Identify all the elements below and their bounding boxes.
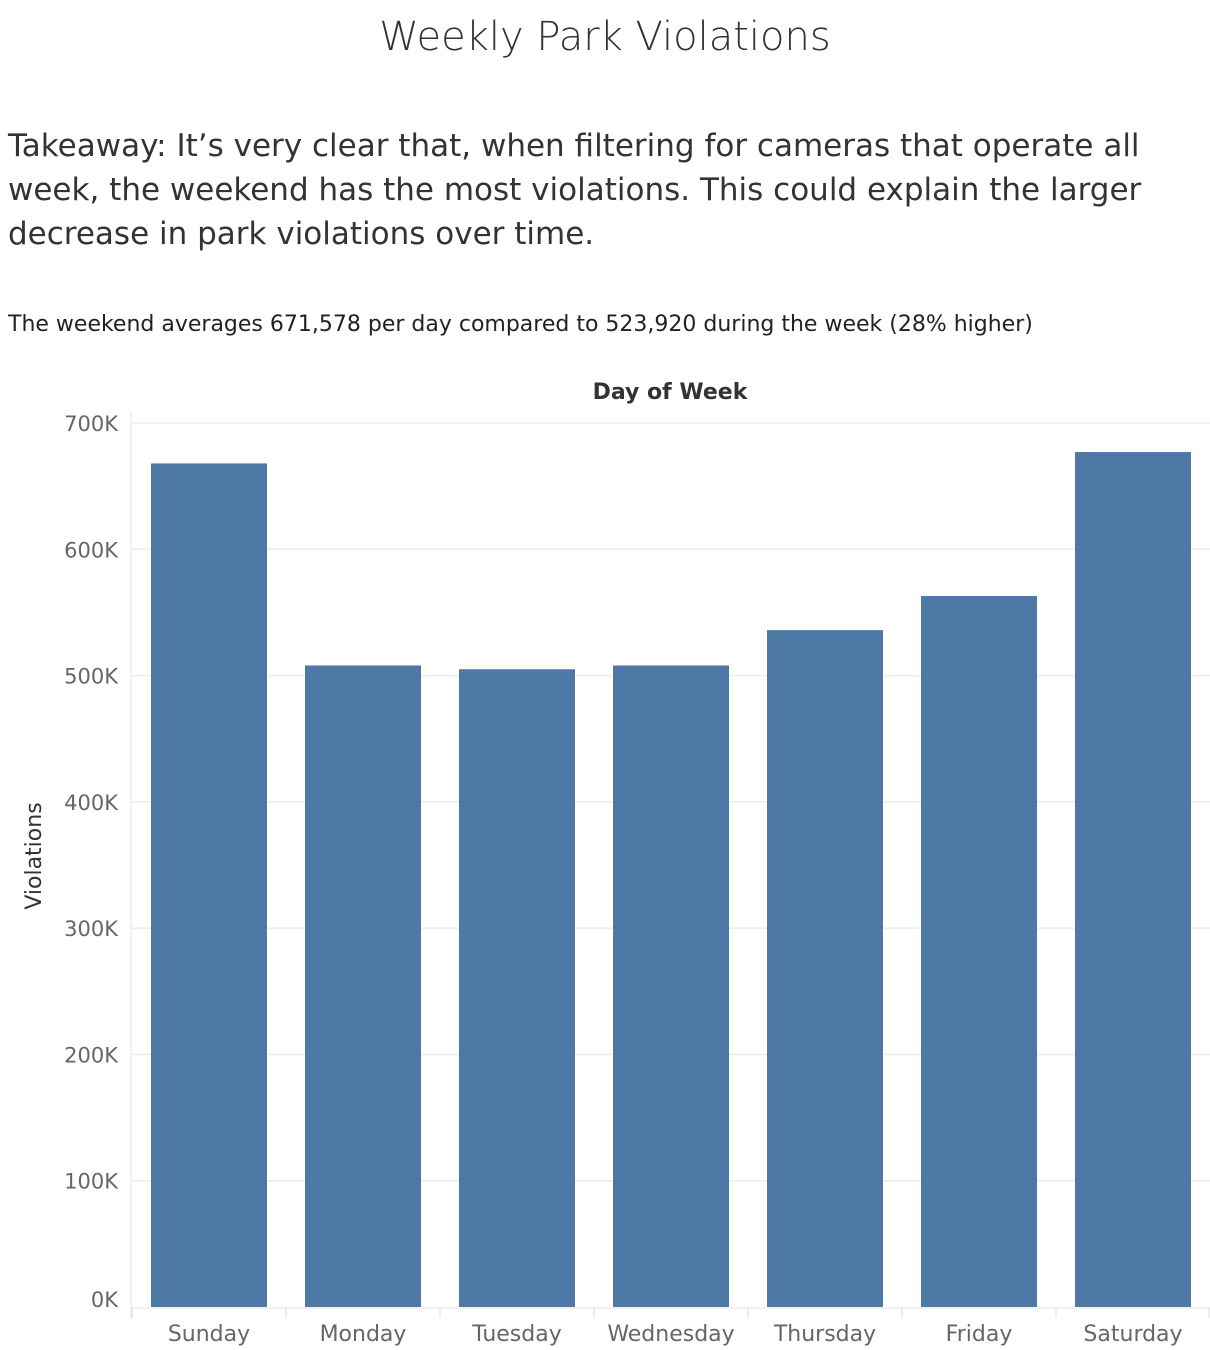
y-tick-label: 700K [64, 412, 119, 436]
y-tick-label: 500K [64, 665, 119, 689]
bar [151, 463, 267, 1307]
x-tick-label: Saturday [1083, 1322, 1182, 1347]
x-axis-ticks: Sunday Monday Tuesday Wednesday Thursday Frid… [131, 1307, 1210, 1347]
chart-subtitle: The weekend averages 671,578 per day com… [8, 312, 1033, 337]
y-tick-label: 200K [64, 1043, 119, 1067]
x-tick-label: Tuesday [471, 1322, 562, 1347]
x-tick-label: Thursday [773, 1322, 876, 1347]
y-axis-ticks: 0K 100K 200K 300K 400K 500K 600K 700K [64, 412, 119, 1312]
x-tick-label: Sunday [168, 1322, 250, 1347]
bar [921, 596, 1037, 1307]
y-axis-title: Violations [22, 802, 47, 909]
bar [459, 669, 575, 1307]
x-tick-label: Friday [946, 1322, 1013, 1347]
y-tick-label: 300K [64, 917, 119, 941]
x-tick-label: Monday [320, 1322, 407, 1347]
bar [305, 665, 421, 1307]
takeaway-text: Takeaway: It’s very clear that, when fil… [8, 128, 1142, 252]
y-tick-label: 100K [64, 1170, 119, 1194]
x-axis-title: Day of Week [593, 380, 749, 405]
bar [767, 630, 883, 1307]
y-tick-label: 0K [91, 1288, 119, 1312]
bar [613, 665, 729, 1307]
chart-title: Weekly Park Violations [379, 14, 831, 60]
x-tick-label: Wednesday [607, 1322, 734, 1347]
y-tick-label: 400K [64, 791, 119, 815]
bar [1075, 452, 1191, 1307]
y-tick-label: 600K [64, 538, 119, 562]
bars [151, 452, 1191, 1307]
